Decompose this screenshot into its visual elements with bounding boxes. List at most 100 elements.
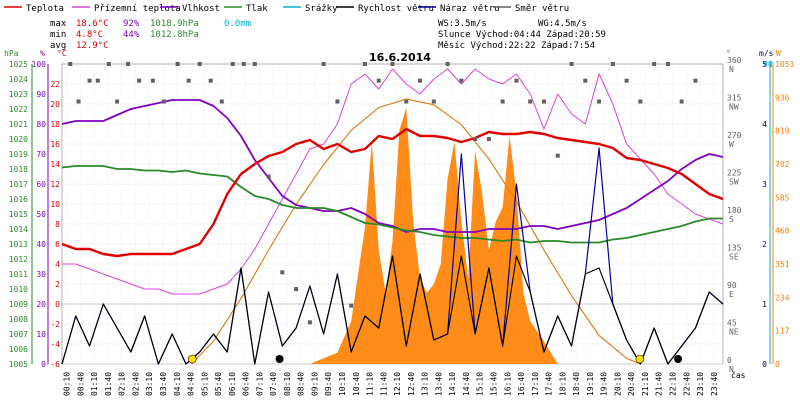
y-tick-dir-compass: S [729,215,734,224]
wind-dir-point [294,287,299,291]
y-tick-hpa: 1021 [9,120,28,129]
y-tick-hpa: 1024 [9,75,28,84]
y-tick-degc: 16 [50,140,60,149]
y-tick-hpa: 1022 [9,105,28,114]
y-tick-hpa: 1012 [9,255,28,264]
y-tick-dir-compass: NW [729,103,739,112]
y-tick-w: 702 [775,160,790,169]
wind-dir-point [445,62,450,66]
x-tick-label: 19:10 [586,372,595,396]
y-tick-pct: 10 [36,330,46,339]
wind-dir-point [137,78,142,83]
series-sun-curve [191,98,641,365]
y-tick-hpa: 1005 [9,360,28,369]
y-tick-degc: 18 [50,120,60,129]
y-tick-hpa: 1019 [9,150,28,159]
y-tick-degc: 22 [50,80,60,89]
x-tick-label: 05:10 [200,372,209,396]
plot-area [61,62,724,365]
x-tick-label: 22:40 [682,372,691,396]
wind-dir-point [126,62,131,66]
wind-dir-point [335,99,340,104]
x-tick-label: 06:10 [228,372,237,396]
x-tick-label: 03:40 [159,372,168,396]
wind-dir-point [569,62,574,66]
y-tick-ms: 4 [762,120,767,129]
stat-max-hum: 92% [123,19,140,29]
wind-dir-point [230,62,235,66]
series-wind-speed [61,255,724,365]
x-tick-label: 00:10 [63,372,72,396]
x-tick-label: 23:40 [710,372,719,396]
wind-dir-point [418,78,423,83]
unit-w: W [776,49,781,58]
x-tick-label: 07:40 [269,372,278,396]
x-tick-label: 15:10 [476,372,485,396]
wind-dir-point [161,99,166,104]
stat-avg-label: avg [50,41,66,51]
sun-marker [635,354,645,364]
unit-pct: % [40,49,45,58]
y-tick-hpa: 1016 [9,195,28,204]
x-tick-label: 18:10 [558,372,567,396]
x-tick-label: 22:10 [669,372,678,396]
wind-dir-point [349,303,354,308]
stat-max-label: max [50,19,67,29]
y-tick-degc: 4 [55,260,60,269]
x-tick-label: 00:40 [76,372,85,396]
x-tick-label: 02:10 [118,372,127,396]
y-tick-dir: 135 [727,244,742,253]
x-tick-label: 20:40 [627,372,636,396]
legend-label: Náraz větru [440,4,500,14]
stat-max-temp: 18.6°C [76,19,109,29]
moon-marker [674,355,683,363]
y-tick-dir: 360 [727,56,742,65]
y-tick-degc: 10 [50,200,60,209]
y-tick-dir-compass: W [729,140,734,149]
wind-dir-point [87,78,92,83]
legend: Teplota Přízemní teplota Vlhkost Tlak Srážky… [4,4,569,14]
y-tick-hpa: 1007 [9,330,28,339]
x-tick-label: 17:40 [545,372,554,396]
y-tick-pct: 80 [36,120,46,129]
legend-label: Přízemní teplota [94,4,181,14]
wind-dir-point [541,99,546,104]
y-tick-degc: -6 [50,360,60,369]
sun-marker [187,354,197,364]
y-tick-w: 585 [775,193,790,202]
wind-dir-point [514,78,519,83]
y-tick-degc: 20 [50,100,60,109]
wind-dir-point [321,62,326,66]
y-tick-hpa: 1023 [9,90,28,99]
y-tick-dir: 0 [727,356,732,365]
x-tick-label: 15:40 [489,372,498,396]
stat-min-hum: 44% [123,30,140,40]
x-tick-label: 17:10 [531,372,540,396]
y-tick-dir: 315 [727,94,742,103]
wind-dir-point [175,62,180,66]
stat-moon: Měsíc Východ:22:22 Západ:7:54 [438,41,595,51]
y-tick-dir-compass: N [729,65,734,74]
y-tick-dir: 270 [727,131,742,140]
wind-dir-point [115,99,120,104]
y-tick-pct: 40 [36,240,46,249]
y-tick-pct: 90 [36,90,46,99]
x-tick-label: 23:10 [696,372,705,396]
x-tick-label: 19:40 [600,372,609,396]
wind-dir-point [624,78,629,83]
series-solar [309,107,558,364]
y-tick-hpa: 1025 [9,60,28,69]
x-tick-label: 07:10 [255,372,264,396]
unit-ms: m/s [759,49,774,58]
y-tick-degc: 6 [55,240,60,249]
unit-deg: ° [726,49,731,58]
y-tick-hpa: 1018 [9,165,28,174]
y-tick-hpa: 1020 [9,135,28,144]
stat-max-rain: 0.0mm [224,19,251,29]
y-tick-dir-compass: E [729,290,734,299]
x-tick-label: 01:10 [90,372,99,396]
stat-min-press: 1012.8hPa [150,30,199,40]
wind-dir-point [459,78,464,83]
y-tick-degc: 0 [55,300,60,309]
